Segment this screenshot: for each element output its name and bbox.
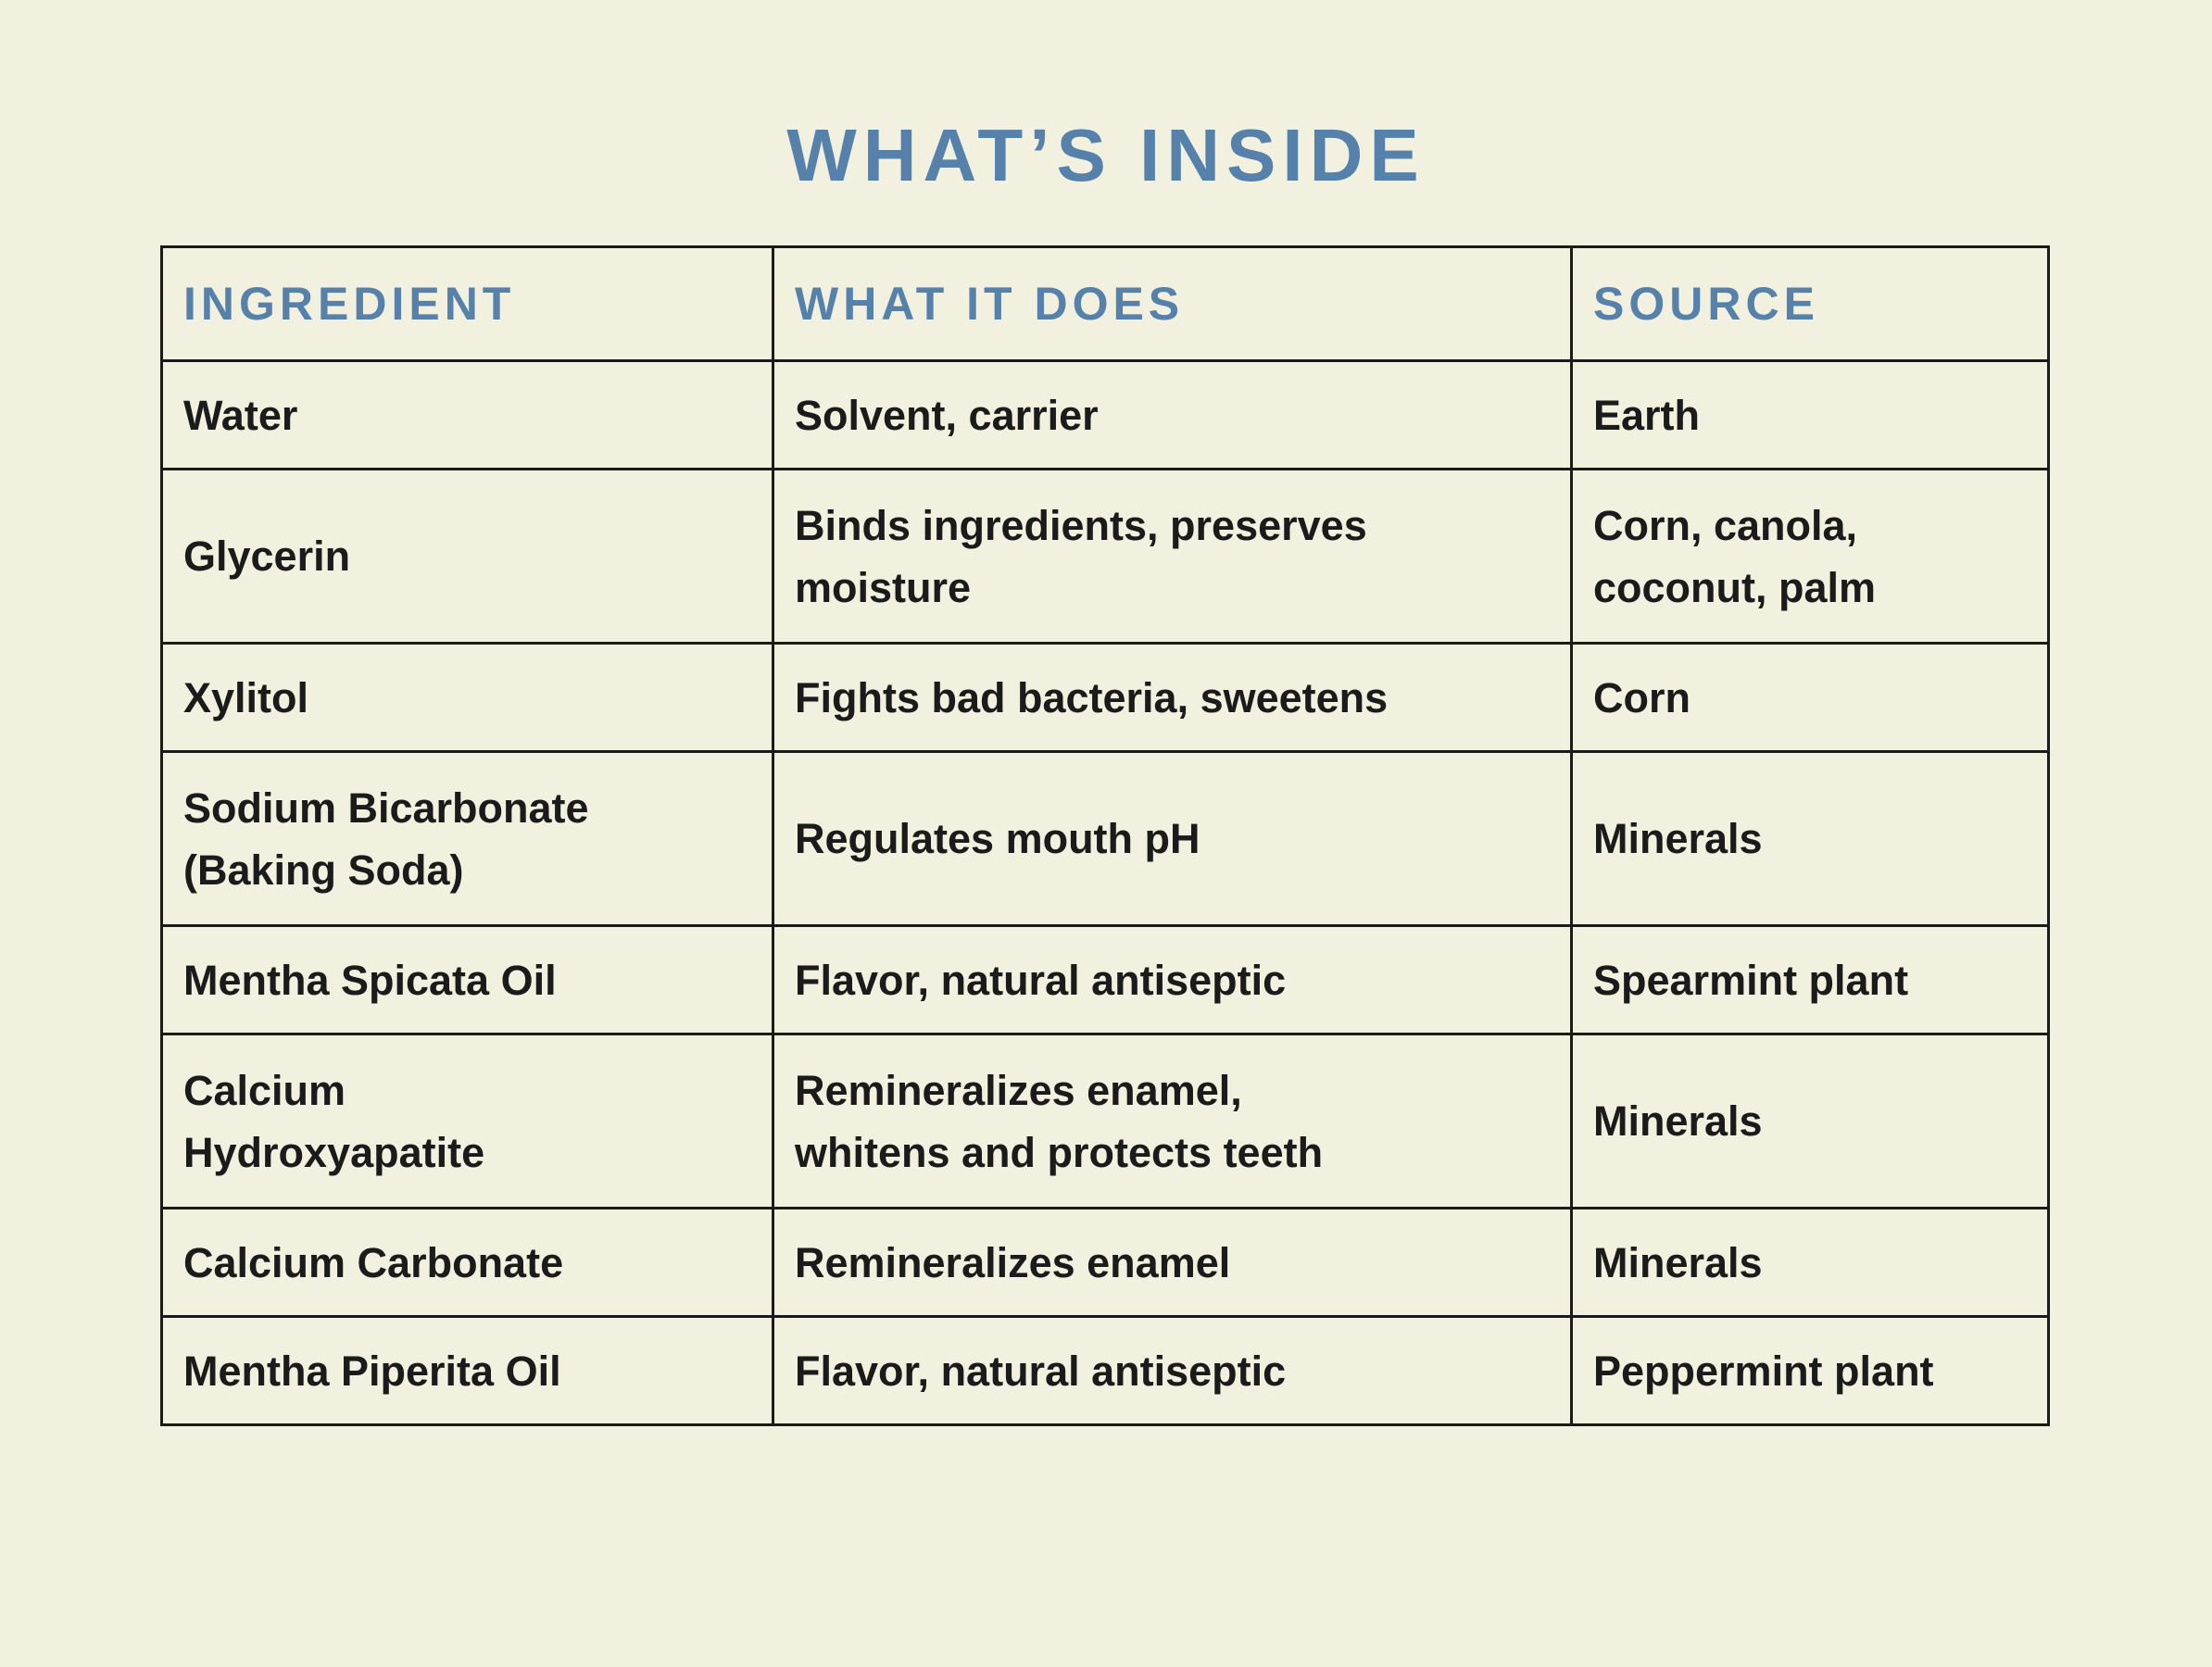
table-cell-ingredient: Calcium Hydroxyapatite [160, 1033, 774, 1210]
table-cell-ingredient: Xylitol [160, 642, 774, 753]
table-cell-source: Minerals [1570, 1207, 2050, 1318]
table-cell-what-it-does: Solvent, carrier [772, 359, 1573, 470]
table-cell-source: Peppermint plant [1570, 1315, 2050, 1426]
table-cell-ingredient: Calcium Carbonate [160, 1207, 774, 1318]
table-cell-ingredient: Sodium Bicarbonate (Baking Soda) [160, 750, 774, 927]
table-cell-what-it-does: Flavor, natural antiseptic [772, 924, 1573, 1035]
page-title: WHAT’S INSIDE [786, 114, 1426, 196]
column-header-what-it-does: WHAT IT DOES [772, 245, 1573, 362]
table-cell-source: Minerals [1570, 750, 2050, 927]
table-row: Calcium Hydroxyapatite Remineralizes ena… [160, 1033, 2050, 1210]
table-cell-what-it-does: Regulates mouth pH [772, 750, 1573, 927]
table-cell-what-it-does: Binds ingredients, preserves moisture [772, 468, 1573, 645]
table-row: Xylitol Fights bad bacteria, sweetens Co… [160, 642, 2050, 753]
table-cell-ingredient: Glycerin [160, 468, 774, 645]
table-row: Mentha Piperita Oil Flavor, natural anti… [160, 1315, 2050, 1426]
table-row: Calcium Carbonate Remineralizes enamel M… [160, 1207, 2050, 1318]
table-cell-what-it-does: Remineralizes enamel [772, 1207, 1573, 1318]
table-cell-source: Corn [1570, 642, 2050, 753]
column-header-source: SOURCE [1570, 245, 2050, 362]
table-cell-source: Spearmint plant [1570, 924, 2050, 1035]
table-row: Mentha Spicata Oil Flavor, natural antis… [160, 924, 2050, 1035]
table-cell-source: Corn, canola, coconut, palm [1570, 468, 2050, 645]
table-cell-source: Earth [1570, 359, 2050, 470]
table-cell-source: Minerals [1570, 1033, 2050, 1210]
table-cell-what-it-does: Fights bad bacteria, sweetens [772, 642, 1573, 753]
table-row: Sodium Bicarbonate (Baking Soda) Regulat… [160, 750, 2050, 927]
table-row: Water Solvent, carrier Earth [160, 359, 2050, 470]
column-header-ingredient: INGREDIENT [160, 245, 774, 362]
table-cell-what-it-does: Remineralizes enamel, whitens and protec… [772, 1033, 1573, 1210]
table-cell-ingredient: Mentha Spicata Oil [160, 924, 774, 1035]
table-row: Glycerin Binds ingredients, preserves mo… [160, 468, 2050, 645]
ingredients-table: INGREDIENT WHAT IT DOES SOURCE Water Sol… [160, 245, 2050, 1426]
table-cell-ingredient: Water [160, 359, 774, 470]
table-cell-what-it-does: Flavor, natural antiseptic [772, 1315, 1573, 1426]
table-row: INGREDIENT WHAT IT DOES SOURCE [160, 245, 2050, 362]
table-cell-ingredient: Mentha Piperita Oil [160, 1315, 774, 1426]
table-header-row: INGREDIENT WHAT IT DOES SOURCE [160, 245, 2050, 362]
